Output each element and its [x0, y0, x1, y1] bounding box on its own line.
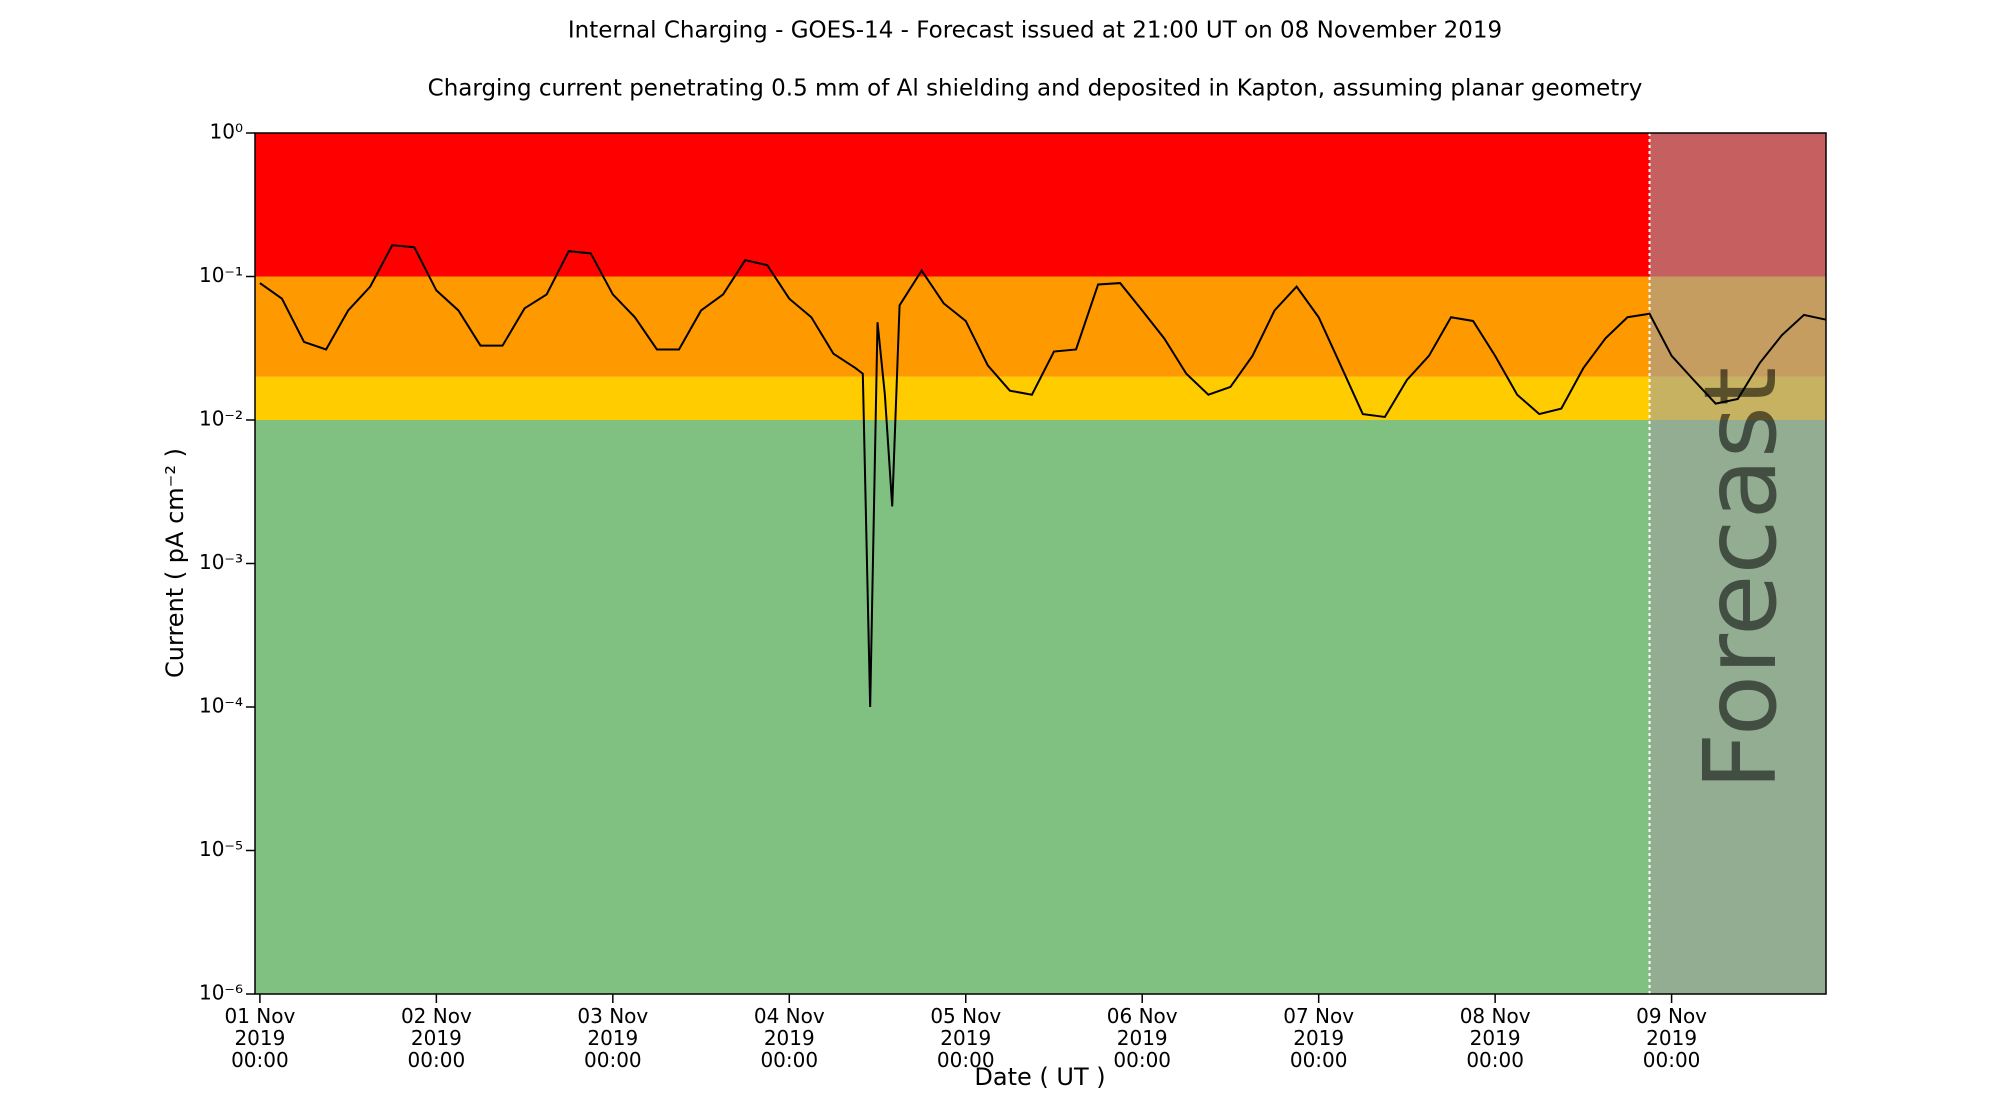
x-tick-label-line: 00:00: [760, 1048, 818, 1072]
x-tick-label-line: 00:00: [1290, 1048, 1348, 1072]
y-tick-label: 10⁰: [210, 120, 243, 144]
x-tick-label-line: 2019: [1646, 1026, 1697, 1050]
x-tick-label-line: 2019: [587, 1026, 638, 1050]
y-tick-label: 10⁻⁶: [199, 981, 243, 1005]
risk-band: [255, 376, 1826, 420]
x-tick-label: 04 Nov 2019 00:00: [754, 1004, 825, 1072]
x-tick-label-line: 06 Nov: [1107, 1004, 1178, 1028]
x-tick-label-line: 2019: [1470, 1026, 1521, 1050]
forecast-region: [1649, 133, 1826, 994]
x-tick-label-line: 00:00: [1643, 1048, 1701, 1072]
x-tick-label-line: 00:00: [1113, 1048, 1171, 1072]
risk-band: [255, 276, 1826, 377]
x-tick-label-line: 04 Nov: [754, 1004, 825, 1028]
y-tick-label: 10⁻¹: [199, 263, 243, 287]
x-tick-label-line: 05 Nov: [930, 1004, 1001, 1028]
x-tick-label: 06 Nov 2019 00:00: [1107, 1004, 1178, 1072]
x-tick-label: 03 Nov 2019 00:00: [577, 1004, 648, 1072]
y-axis-label: Current ( pA cm⁻² ): [161, 448, 189, 678]
x-tick-label-line: 2019: [764, 1026, 815, 1050]
data-line: [259, 244, 1827, 708]
x-tick-label-line: 03 Nov: [577, 1004, 648, 1028]
x-tick-label-line: 2019: [411, 1026, 462, 1050]
x-tick-label: 02 Nov 2019 00:00: [401, 1004, 472, 1072]
y-tick-label: 10⁻²: [199, 407, 243, 431]
chart-subtitle: Charging current penetrating 0.5 mm of A…: [428, 76, 1643, 102]
y-tick-label: 10⁻⁴: [199, 694, 243, 718]
x-tick-label-line: 2019: [940, 1026, 991, 1050]
x-tick-label-line: 01 Nov: [224, 1004, 295, 1028]
chart-title: Internal Charging - GOES-14 - Forecast i…: [568, 18, 1502, 44]
x-tick-label-line: 09 Nov: [1636, 1004, 1707, 1028]
x-tick-label: 07 Nov 2019 00:00: [1283, 1004, 1354, 1072]
x-tick-label-line: 00:00: [937, 1048, 995, 1072]
x-tick-label: 09 Nov 2019 00:00: [1636, 1004, 1707, 1072]
y-tick-label: 10⁻³: [199, 550, 243, 574]
x-tick-label-line: 00:00: [584, 1048, 642, 1072]
x-tick-label: 08 Nov 2019 00:00: [1460, 1004, 1531, 1072]
x-tick-label: 05 Nov 2019 00:00: [930, 1004, 1001, 1072]
x-tick-label-line: 07 Nov: [1283, 1004, 1354, 1028]
risk-band: [255, 133, 1826, 277]
x-tick-label: 01 Nov 2019 00:00: [224, 1004, 295, 1072]
x-tick-label-line: 2019: [234, 1026, 285, 1050]
x-tick-label-line: 2019: [1293, 1026, 1344, 1050]
x-tick-label-line: 2019: [1117, 1026, 1168, 1050]
y-tick-label: 10⁻⁵: [199, 837, 243, 861]
risk-band: [255, 420, 1826, 994]
x-axis-label: Date ( UT ): [974, 1063, 1105, 1091]
x-tick-label-line: 00:00: [231, 1048, 289, 1072]
x-tick-label-line: 02 Nov: [401, 1004, 472, 1028]
x-tick-label-line: 00:00: [408, 1048, 466, 1072]
x-tick-label-line: 08 Nov: [1460, 1004, 1531, 1028]
forecast-label: Forecast: [1682, 367, 1799, 790]
x-tick-label-line: 00:00: [1466, 1048, 1524, 1072]
